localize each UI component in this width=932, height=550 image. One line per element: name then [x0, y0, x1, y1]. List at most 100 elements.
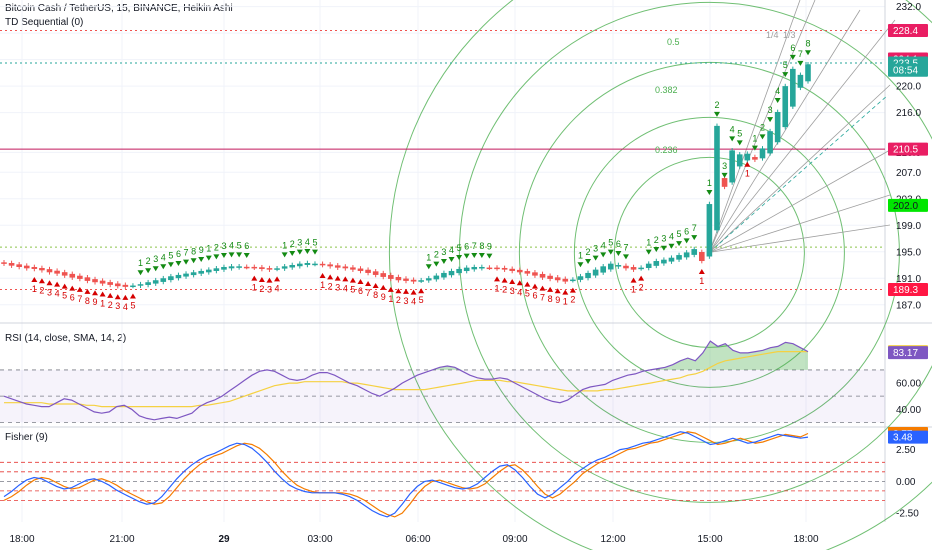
- price-tag: 202.0: [893, 201, 918, 212]
- td-count-label: 2: [654, 235, 659, 245]
- candle-body: [1, 262, 7, 264]
- td-sell-marker: [630, 277, 637, 283]
- candle-body: [759, 148, 766, 159]
- fisher-pane[interactable]: [0, 431, 885, 518]
- td-count-label: 9: [381, 292, 386, 302]
- td-buy-marker: [600, 252, 607, 258]
- td-sell-marker: [387, 286, 394, 292]
- td-sell-marker: [38, 278, 45, 284]
- td-count-label: 3: [661, 234, 666, 244]
- candle-body: [516, 269, 523, 273]
- td-count-label: 1: [252, 283, 257, 293]
- candle-body: [388, 275, 394, 279]
- td-buy-marker: [668, 243, 675, 249]
- td-sequential-label: TD Sequential (0): [5, 17, 84, 28]
- td-count-label: 5: [677, 229, 682, 239]
- fan-line-dashed: [709, 94, 889, 253]
- td-count-label: 5: [350, 285, 355, 295]
- fan-line: [709, 0, 801, 253]
- candle-body: [319, 263, 326, 266]
- candle-body: [160, 278, 167, 282]
- td-buy-marker: [175, 260, 182, 266]
- candle-body: [99, 280, 106, 284]
- time-tick-label: 21:00: [109, 534, 134, 545]
- candle-body: [706, 204, 713, 257]
- td-count-label: 1: [282, 240, 287, 250]
- td-count-label: 2: [639, 283, 644, 293]
- price-tick-label: 207.0: [896, 168, 921, 179]
- candle-body: [683, 252, 690, 258]
- time-tick-label: 29: [218, 534, 230, 545]
- td-count-label: 1: [426, 252, 431, 262]
- td-count-label: 6: [176, 249, 181, 259]
- candle-body: [630, 267, 637, 270]
- td-buy-marker: [289, 251, 296, 256]
- rsi-value-tag: 83.17: [893, 348, 918, 359]
- time-axis[interactable]: 18:00 21:00 29 03:00 06:00 09:00 12:00 15:00 18:…: [9, 534, 818, 545]
- candle-body: [448, 270, 455, 276]
- td-sell-marker: [547, 286, 554, 292]
- td-count-label: 2: [714, 100, 719, 110]
- candle-body: [281, 266, 288, 269]
- td-sell-marker: [76, 286, 83, 292]
- candle-body: [243, 266, 250, 269]
- candle-body: [403, 278, 409, 281]
- td-sell-marker: [342, 276, 349, 282]
- td-sell-marker: [54, 281, 61, 287]
- td-count-label: 1: [32, 284, 37, 294]
- fib-arc: [388, 0, 932, 550]
- candle-body: [312, 263, 318, 266]
- td-count-label: 3: [267, 285, 272, 295]
- candle-body: [714, 125, 720, 231]
- td-buy-marker: [183, 259, 190, 265]
- fib-level-label: 0.382: [655, 85, 678, 95]
- td-buy-marker: [311, 249, 318, 255]
- candle-body: [84, 277, 91, 281]
- td-sell-marker: [99, 291, 106, 297]
- fan-line: [709, 84, 891, 253]
- td-count-label: 2: [214, 242, 219, 252]
- td-count-label: 2: [259, 284, 264, 294]
- candle-body: [16, 264, 22, 267]
- td-count-label: 7: [472, 241, 477, 251]
- td-sell-marker: [509, 278, 516, 284]
- candle-body: [676, 255, 682, 260]
- rsi-pane[interactable]: [0, 340, 885, 423]
- candle-body: [509, 268, 515, 271]
- candle-body: [661, 259, 667, 264]
- td-count-label: 7: [77, 294, 82, 304]
- td-buy-marker: [615, 251, 622, 256]
- price-tag: 228.4: [893, 26, 918, 37]
- td-count-label: 2: [290, 239, 295, 249]
- td-count-label: 2: [760, 122, 765, 132]
- price-tick-label: 191.0: [896, 274, 921, 285]
- fib-arc: [458, 1, 932, 503]
- fisher-trigger-line: [3, 431, 809, 518]
- candle-body: [130, 285, 136, 288]
- td-count-label: 2: [108, 300, 113, 310]
- td-sell-marker: [698, 269, 705, 275]
- td-sell-marker: [403, 288, 409, 294]
- td-buy-marker: [471, 252, 478, 258]
- td-buy-marker: [706, 190, 713, 196]
- price-axis[interactable]: 232.0228.0224.0220.0216.0210.0207.0203.0…: [888, 2, 928, 520]
- td-count-label: 4: [275, 283, 280, 293]
- td-buy-marker: [592, 255, 599, 261]
- td-buy-marker: [660, 245, 667, 251]
- candle-body: [297, 263, 303, 267]
- td-sell-marker: [46, 280, 53, 286]
- time-tick-label: 15:00: [697, 534, 722, 545]
- td-buy-marker: [205, 255, 212, 261]
- td-count-label: 3: [404, 296, 409, 306]
- fisher-label: Fisher (9): [5, 432, 48, 443]
- candle-body: [577, 276, 584, 280]
- candle-body: [554, 277, 561, 281]
- price-tag: 210.5: [893, 145, 918, 156]
- td-sell-marker: [266, 277, 273, 283]
- price-tick-label: 195.0: [896, 247, 921, 258]
- td-buy-marker: [805, 50, 811, 56]
- td-buy-marker: [190, 258, 197, 264]
- td-buy-marker: [456, 254, 463, 260]
